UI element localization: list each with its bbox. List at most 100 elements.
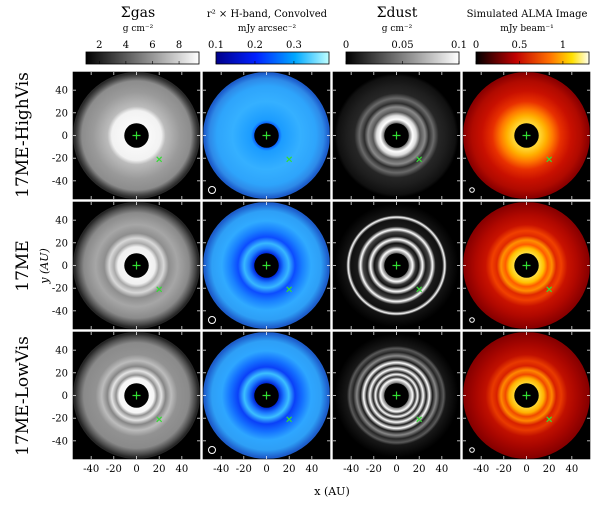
colorbar-tick-label: 0.3 bbox=[286, 40, 302, 51]
y-tick-label: 0 bbox=[62, 261, 68, 272]
x-tick-label: 20 bbox=[283, 464, 296, 475]
disk-group bbox=[463, 332, 590, 459]
star-marker bbox=[522, 261, 531, 270]
disk-group bbox=[333, 202, 460, 329]
column-title: Σgas bbox=[121, 5, 155, 21]
disk-group bbox=[203, 332, 330, 459]
colorbar bbox=[85, 51, 200, 65]
disk-group bbox=[73, 202, 200, 329]
panel-r2-c3: -40 -20 0 20 40 bbox=[462, 331, 591, 475]
x-tick-label: -40 bbox=[473, 464, 489, 475]
column-header-alma: Simulated ALMA Image mJy beam⁻¹ 0 0.5 1 bbox=[467, 9, 590, 65]
column-title: Simulated ALMA Image bbox=[467, 9, 588, 20]
column-header-hband: r² × H-band, Convolved mJy arcsec⁻² 0.1 0… bbox=[207, 9, 330, 65]
star-marker bbox=[522, 391, 531, 400]
planet-marker bbox=[546, 156, 553, 163]
x-tick-label: 20 bbox=[413, 464, 426, 475]
panel-r0-c1 bbox=[202, 71, 331, 200]
x-tick-label: 40 bbox=[305, 464, 318, 475]
row-label: 17ME bbox=[13, 240, 33, 291]
row-label: 17ME-LowVis bbox=[13, 336, 33, 456]
panel-r1-c3 bbox=[462, 201, 591, 330]
y-tick-label: -40 bbox=[52, 176, 68, 187]
colorbar-tick-label: 4 bbox=[123, 40, 129, 51]
colorbar-tick-label: 0.1 bbox=[208, 40, 224, 51]
planet-marker bbox=[416, 416, 423, 423]
panel-r0-c2 bbox=[332, 71, 461, 200]
y-tick-label: 20 bbox=[55, 238, 68, 249]
y-tick-label: 20 bbox=[55, 368, 68, 379]
y-tick-label: -40 bbox=[52, 306, 68, 317]
panel-r2-c2: -40 -20 0 20 40 bbox=[332, 331, 461, 475]
colorbar-tick-label: 0.05 bbox=[391, 40, 413, 51]
star-marker bbox=[522, 131, 531, 140]
disk-group bbox=[333, 72, 460, 199]
colorbar-tick-label: 6 bbox=[149, 40, 155, 51]
planet-marker bbox=[546, 286, 553, 293]
colorbar-tick-label: 0.1 bbox=[451, 40, 467, 51]
disk-group bbox=[463, 202, 590, 329]
star-marker bbox=[392, 261, 401, 270]
planet-marker bbox=[286, 156, 293, 163]
colorbar-tick-label: 0.2 bbox=[247, 40, 263, 51]
disk-group bbox=[203, 72, 330, 199]
beam-marker bbox=[208, 446, 216, 454]
colorbar-tick-label: 0.5 bbox=[512, 40, 528, 51]
panel-r1-c0: 40 20 0 -20 -40 bbox=[52, 201, 201, 330]
planet-marker bbox=[286, 286, 293, 293]
disk-group bbox=[203, 202, 330, 329]
disk-group bbox=[73, 332, 200, 459]
y-tick-label: -20 bbox=[52, 154, 68, 165]
planet-marker bbox=[156, 286, 163, 293]
panel-r1-c2 bbox=[332, 201, 461, 330]
column-unit: mJy beam⁻¹ bbox=[500, 24, 553, 34]
column-title: Σdust bbox=[377, 5, 418, 21]
beam-marker bbox=[469, 187, 475, 193]
column-unit: mJy arcsec⁻² bbox=[238, 24, 297, 34]
x-tick-label: -20 bbox=[236, 464, 252, 475]
beam-marker bbox=[469, 317, 475, 323]
colorbar-tick-label: 2 bbox=[96, 40, 102, 51]
disk-group bbox=[463, 72, 590, 199]
y-tick-label: 40 bbox=[55, 216, 68, 227]
planet-marker bbox=[416, 156, 423, 163]
y-tick-label: 0 bbox=[62, 391, 68, 402]
column-title: r² × H-band, Convolved bbox=[207, 9, 328, 20]
y-tick-label: 40 bbox=[55, 346, 68, 357]
x-tick-label: 20 bbox=[153, 464, 166, 475]
x-tick-label: -20 bbox=[366, 464, 382, 475]
colorbar bbox=[475, 51, 590, 65]
planet-marker bbox=[416, 286, 423, 293]
panel-r2-c0: 40 20 0 -20 -40 -40 -20 0 20 40 bbox=[52, 331, 201, 475]
y-tick-label: -40 bbox=[52, 436, 68, 447]
star-marker bbox=[262, 131, 271, 140]
star-marker bbox=[132, 131, 141, 140]
planet-marker bbox=[286, 416, 293, 423]
star-marker bbox=[132, 261, 141, 270]
column-header-gas: Σgas g cm⁻² 2 4 6 8 bbox=[85, 5, 200, 65]
x-tick-label: 20 bbox=[543, 464, 556, 475]
y-axis-label: y (AU) bbox=[38, 248, 51, 285]
beam-marker bbox=[469, 447, 475, 453]
column-header-dust: Σdust g cm⁻² 0 0.05 0.1 bbox=[343, 5, 467, 65]
colorbar-tick-label: 8 bbox=[176, 40, 182, 51]
column-unit: g cm⁻² bbox=[382, 24, 413, 34]
panel-r0-c0: 40 20 0 -20 -40 bbox=[52, 71, 201, 200]
beam-marker bbox=[208, 186, 216, 194]
x-tick-label: 40 bbox=[565, 464, 578, 475]
colorbar-tick-label: 1 bbox=[560, 40, 566, 51]
x-tick-label: -20 bbox=[106, 464, 122, 475]
x-tick-label: 0 bbox=[393, 464, 399, 475]
x-tick-label: 0 bbox=[263, 464, 269, 475]
x-axis-label: x (AU) bbox=[314, 485, 350, 498]
y-tick-label: 20 bbox=[55, 108, 68, 119]
colorbar bbox=[215, 51, 330, 65]
panel-r1-c1 bbox=[202, 201, 331, 330]
star-marker bbox=[132, 391, 141, 400]
beam-marker bbox=[208, 316, 216, 324]
row-label: 17ME-HighVis bbox=[13, 72, 33, 198]
colorbar-tick-label: 0 bbox=[473, 40, 479, 51]
x-tick-label: 0 bbox=[523, 464, 529, 475]
y-tick-label: 0 bbox=[62, 131, 68, 142]
